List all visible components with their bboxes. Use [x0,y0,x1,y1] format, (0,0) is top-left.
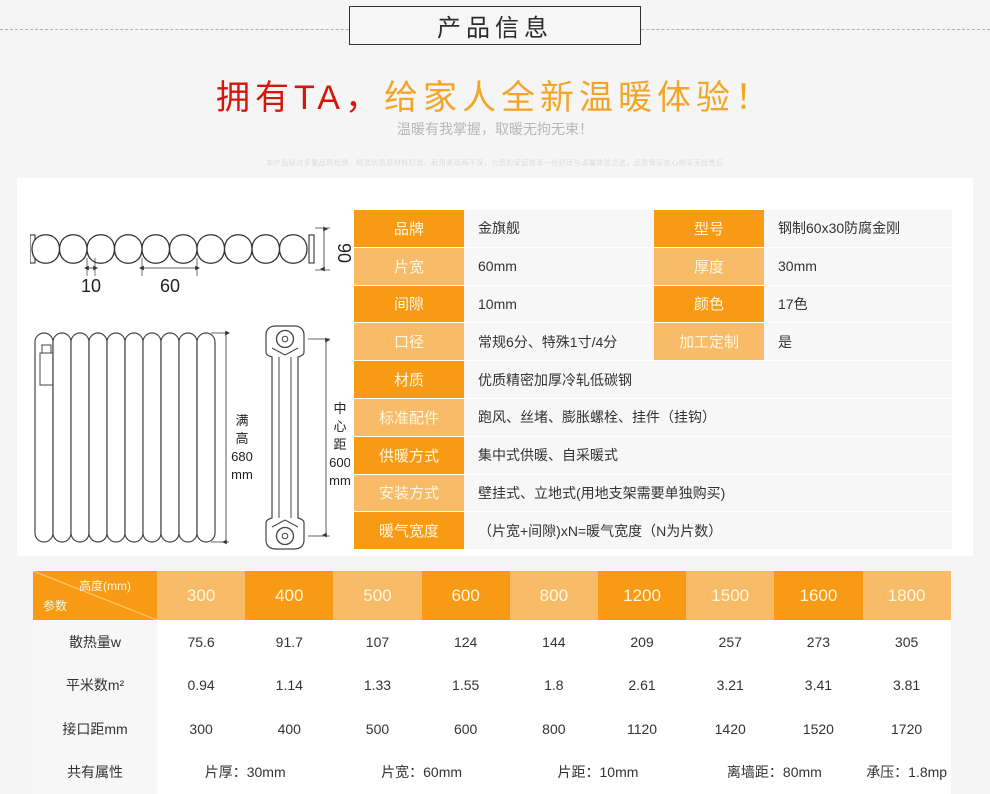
svg-text:中: 中 [333,401,346,416]
svg-text:高: 高 [235,431,248,446]
svg-text:600: 600 [329,455,350,470]
svg-text:680: 680 [231,449,253,464]
svg-text:满: 满 [235,413,248,428]
svg-text:mm: mm [231,467,253,482]
svg-text:mm: mm [329,473,350,488]
svg-text:90: 90 [334,243,354,263]
svg-text:60: 60 [160,276,180,296]
svg-text:距: 距 [333,437,346,452]
svg-text:心: 心 [333,419,346,434]
svg-text:10: 10 [81,276,101,296]
